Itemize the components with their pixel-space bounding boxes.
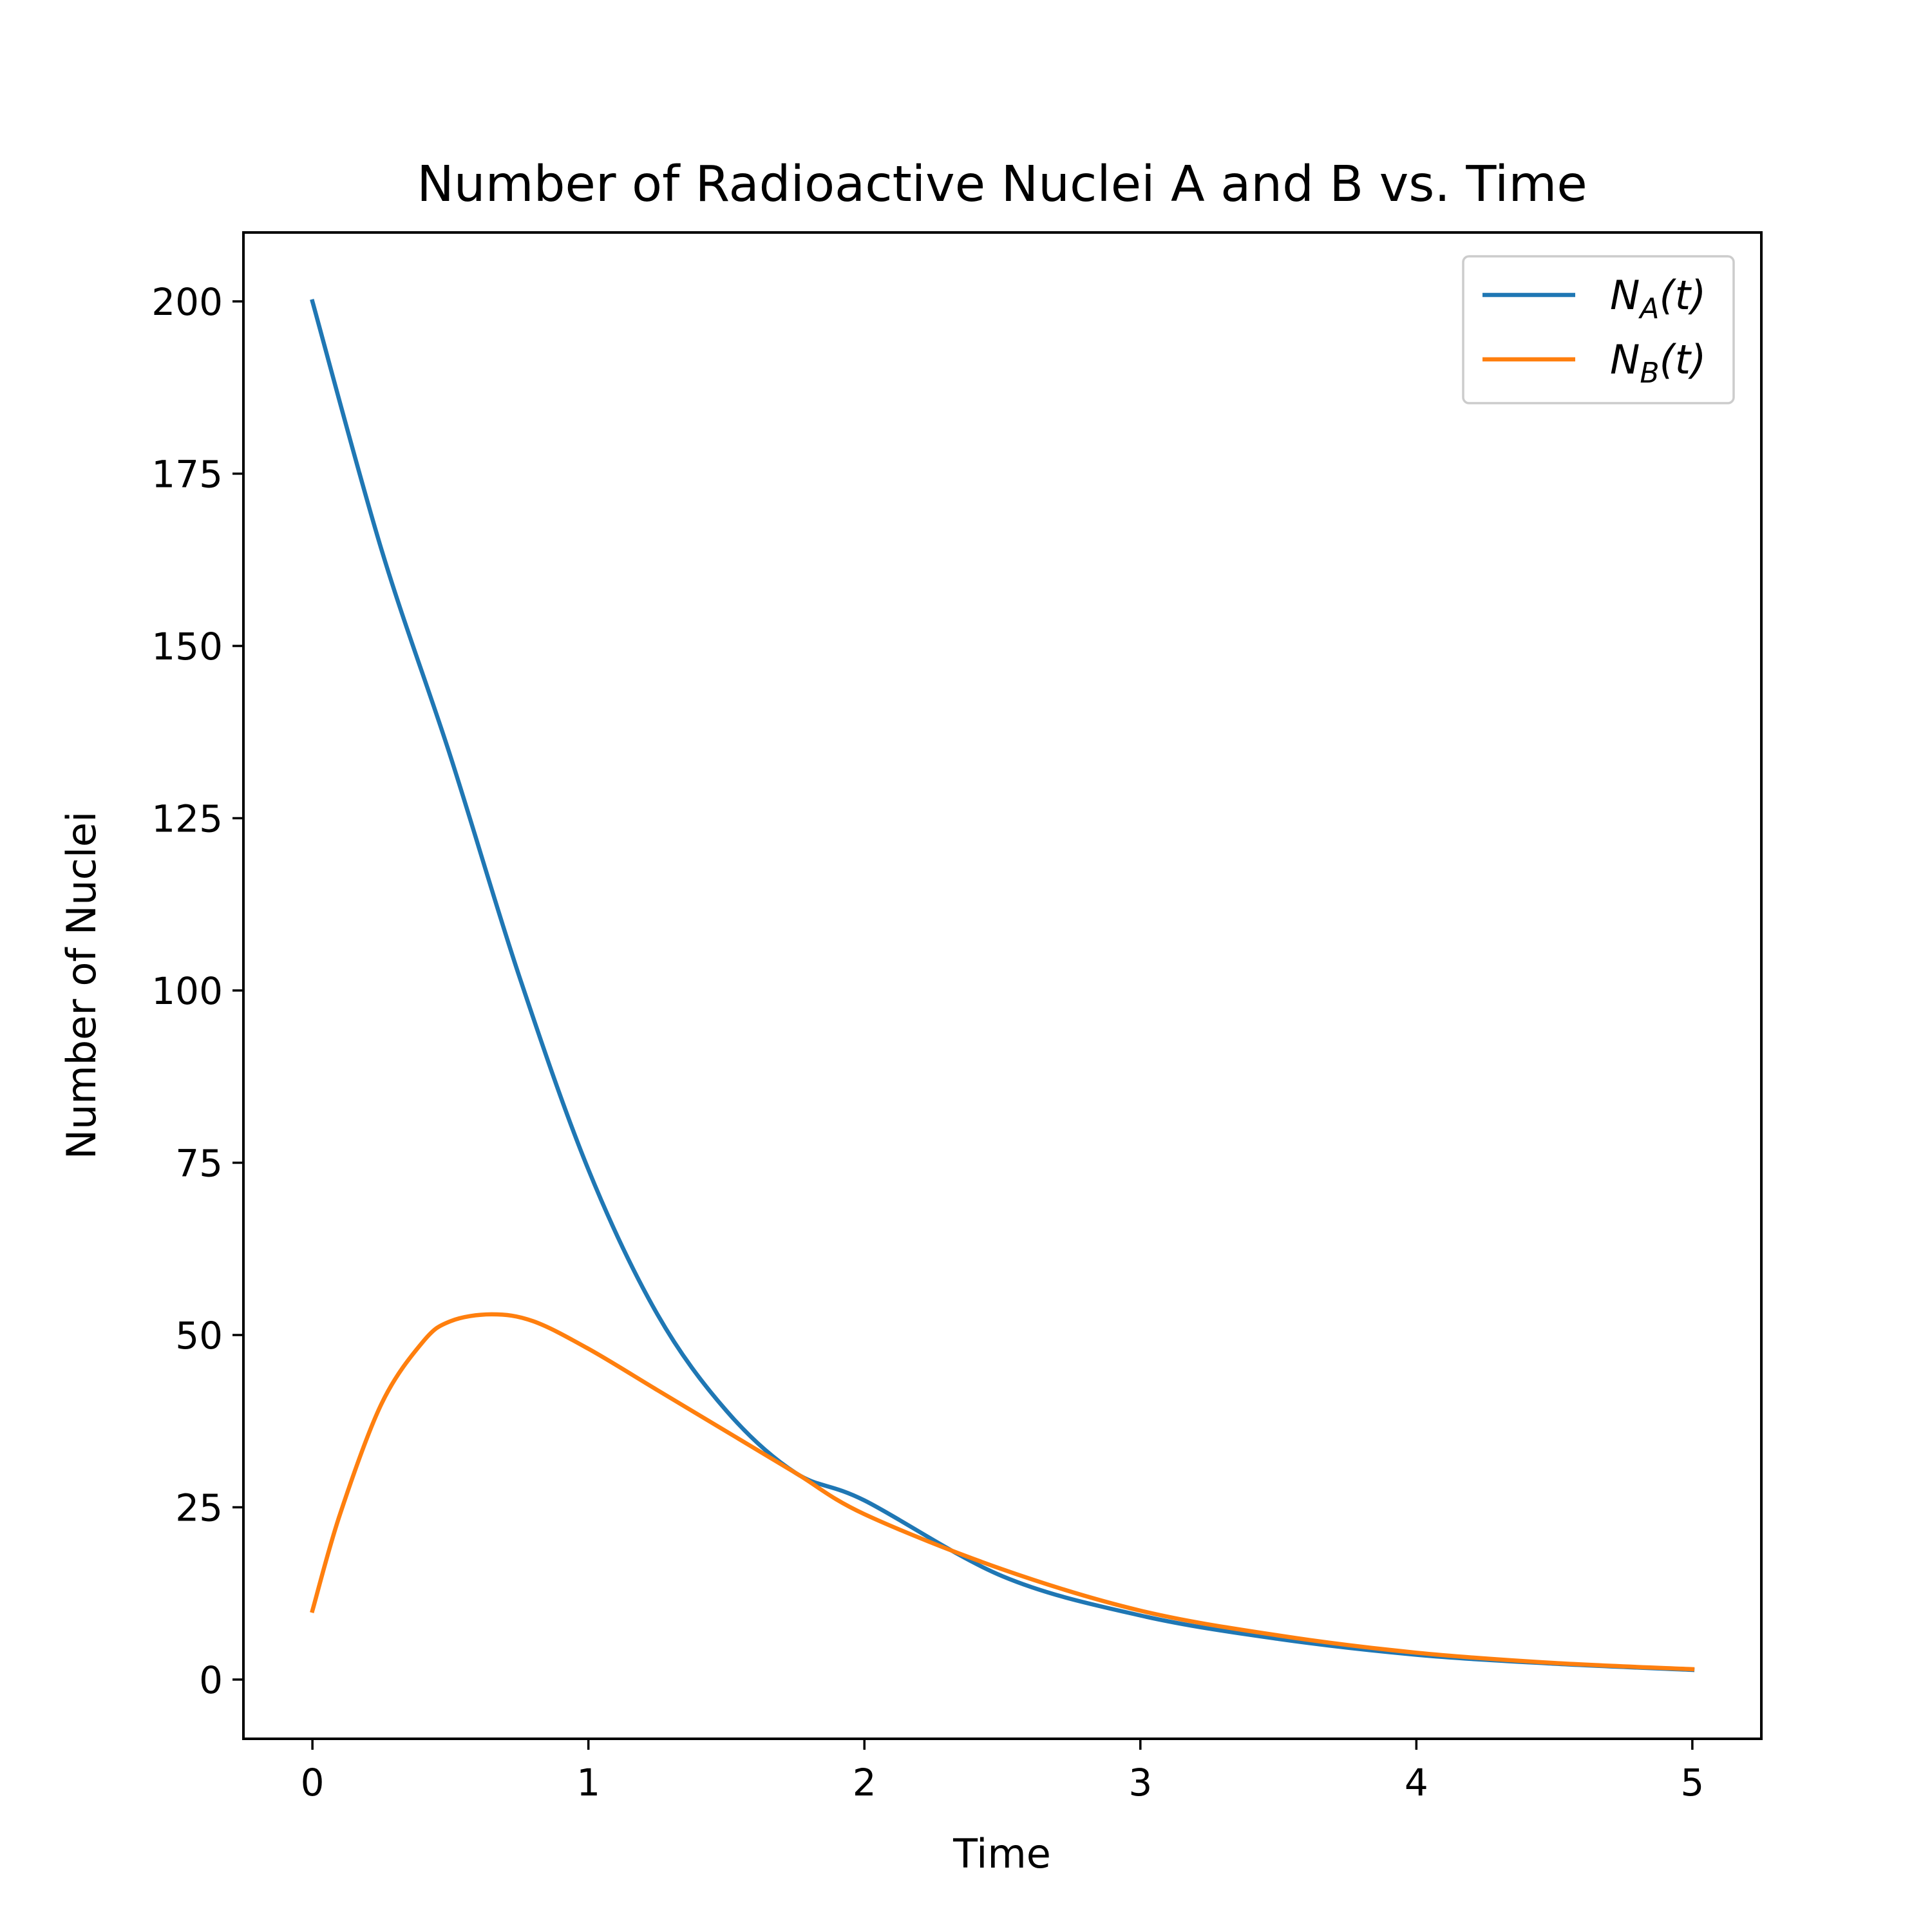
- y-tick-label: 25: [175, 1486, 223, 1530]
- x-tick-label: 0: [301, 1761, 325, 1804]
- axes-frame: [242, 231, 1763, 1740]
- y-axis-title: Number of Nuclei: [58, 811, 105, 1160]
- y-tick-label: 200: [151, 280, 223, 324]
- chart-title: Number of Radioactive Nuclei A and B vs.…: [417, 156, 1587, 213]
- legend-label: NB(t): [1610, 336, 1706, 390]
- y-tick-label: 100: [151, 969, 223, 1013]
- x-tick-label: 3: [1128, 1761, 1152, 1804]
- plot-area: [310, 298, 1695, 1672]
- x-axis-title: Time: [952, 1830, 1051, 1877]
- x-tick-label: 5: [1680, 1761, 1704, 1804]
- y-tick-label: 150: [151, 625, 223, 668]
- legend: NA(t) NB(t): [1462, 255, 1735, 404]
- series-line-na: [310, 298, 1695, 1672]
- y-axis: 0 25 50 75 100 125 150 175 200: [151, 280, 243, 1702]
- y-tick-label: 50: [175, 1314, 223, 1358]
- legend-label: NA(t): [1610, 272, 1706, 325]
- y-tick-label: 75: [175, 1141, 223, 1185]
- x-tick-label: 2: [853, 1761, 876, 1804]
- series-line-nb: [310, 1312, 1695, 1672]
- y-tick-label: 125: [151, 797, 223, 840]
- x-axis: 0 1 2 3 4 5: [301, 1739, 1704, 1804]
- x-tick-label: 1: [576, 1761, 600, 1804]
- y-tick-label: 175: [151, 452, 223, 496]
- x-tick-label: 4: [1405, 1761, 1428, 1804]
- y-tick-label: 0: [199, 1658, 223, 1702]
